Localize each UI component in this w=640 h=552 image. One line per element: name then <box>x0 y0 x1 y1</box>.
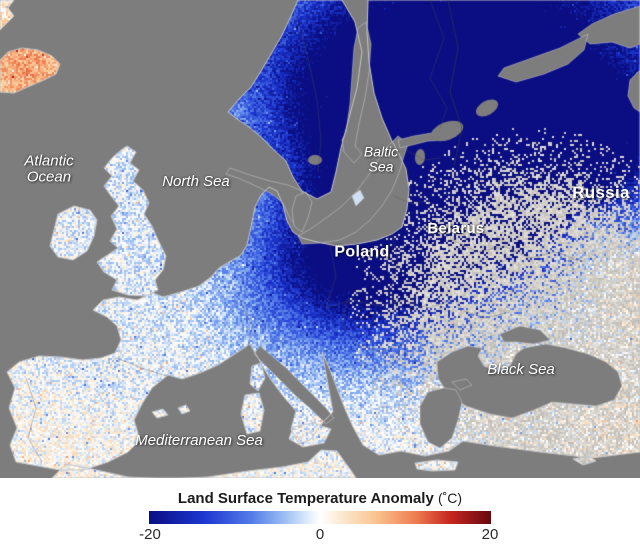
label-poland: Poland <box>334 245 389 262</box>
europe-map-area: Atlantic Ocean North Sea Baltic Sea Pola… <box>0 0 640 478</box>
legend-title-text: Land Surface Temperature Anomaly <box>178 490 434 507</box>
temperature-colorbar <box>149 511 491 524</box>
label-mediterranean-sea: Mediterranean Sea <box>135 433 263 449</box>
label-russia: Russia <box>572 184 630 202</box>
legend-title: Land Surface Temperature Anomaly (˚C) <box>178 490 462 507</box>
label-black-sea: Black Sea <box>487 362 555 378</box>
label-belarus: Belarus <box>427 221 484 237</box>
legend-unit: (˚C) <box>438 490 462 506</box>
legend-panel: Land Surface Temperature Anomaly (˚C) -2… <box>0 478 640 552</box>
land-surface-temperature-map-canvas <box>0 0 640 478</box>
label-atlantic-ocean: Atlantic Ocean <box>6 153 92 185</box>
temperature-anomaly-map-page: Atlantic Ocean North Sea Baltic Sea Pola… <box>0 0 640 552</box>
label-north-sea: North Sea <box>162 174 230 190</box>
colorbar-tick-zero: 0 <box>316 526 324 543</box>
label-baltic-sea: Baltic Sea <box>353 144 409 173</box>
colorbar-tick-max: 20 <box>482 526 499 543</box>
colorbar-tick-min: -20 <box>139 526 161 543</box>
